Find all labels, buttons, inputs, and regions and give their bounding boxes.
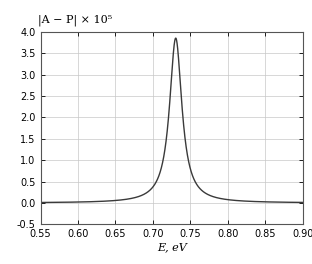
X-axis label: E, eV: E, eV bbox=[157, 242, 187, 252]
Text: |A − P| × 10⁵: |A − P| × 10⁵ bbox=[38, 15, 112, 26]
